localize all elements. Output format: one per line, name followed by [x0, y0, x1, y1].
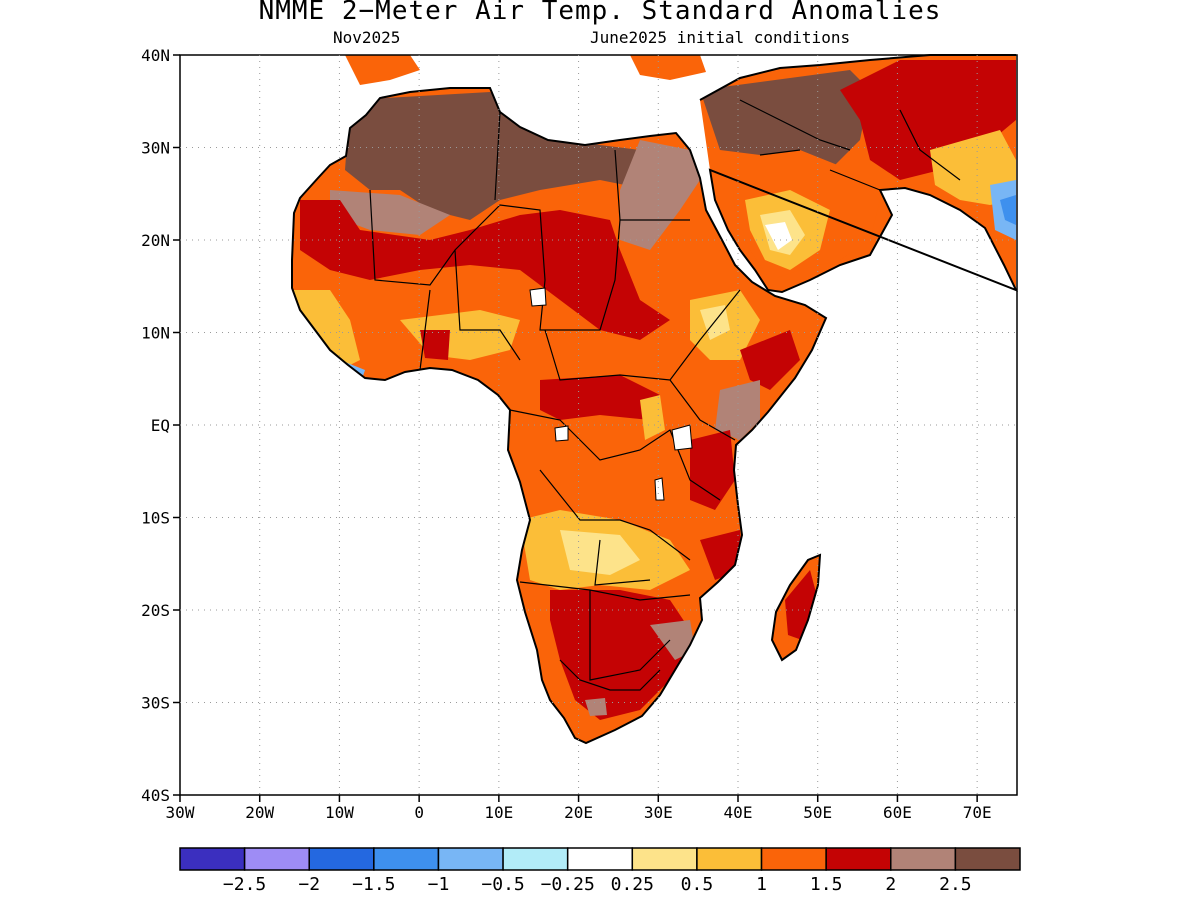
colorbar-swatch [760, 847, 827, 871]
lon-tick-label: 20E [564, 803, 593, 822]
lat-tick-label: 30N [141, 139, 170, 158]
colorbar-label: −1 [428, 874, 450, 895]
colorbar-swatch [954, 847, 1021, 871]
lat-tick-label: 20S [141, 601, 170, 620]
lon-tick-label: 40E [724, 803, 753, 822]
anomaly-field [292, 55, 1016, 743]
colorbar-label: 1 [756, 874, 767, 895]
colorbar-swatch [437, 847, 504, 871]
colorbar-swatch [825, 847, 892, 871]
colorbar-label: 2 [885, 874, 896, 895]
colorbar-swatch [890, 847, 957, 871]
colorbar-label: 0.5 [681, 874, 714, 895]
madagascar-coastline [770, 553, 822, 662]
colorbar-label: −0.25 [541, 874, 595, 895]
lat-tick-label: 40N [141, 46, 170, 65]
colorbar-swatch [373, 847, 440, 871]
lat-tick-label: 10S [141, 509, 170, 528]
africa-coastline [291, 87, 828, 745]
lat-tick-label: 40S [141, 786, 170, 805]
lat-tick-label: 30S [141, 694, 170, 713]
colorbar-swatch [631, 847, 698, 871]
colorbar-label: −2.5 [223, 874, 266, 895]
lon-tick-label: 30E [644, 803, 673, 822]
colorbar-swatch [566, 847, 634, 871]
colorbar-swatch [308, 847, 375, 871]
colorbar-swatch [179, 847, 246, 871]
initial-conditions: June2025 initial conditions [590, 28, 851, 47]
longitude-labels: 30W 20W 10W 0 10E 20E 30E 40E 50E 60E 70E [166, 795, 992, 822]
lakes [529, 287, 693, 501]
lon-tick-label: 70E [963, 803, 992, 822]
country-borders [369, 99, 961, 691]
colorbar-label: 0.25 [611, 874, 654, 895]
lat-tick-label: EQ [151, 416, 170, 435]
lat-tick-label: 10N [141, 324, 170, 343]
colorbar-label: −1.5 [352, 874, 395, 895]
lon-tick-label: 10W [325, 803, 354, 822]
lon-tick-label: 10E [484, 803, 513, 822]
forecast-month: Nov2025 [333, 28, 401, 47]
latitude-labels: 40N 30N 20N 10N EQ 10S 20S 30S 40S [141, 46, 180, 805]
colorbar-swatch [502, 847, 569, 871]
lon-tick-label: 60E [883, 803, 912, 822]
lat-tick-label: 20N [141, 231, 170, 250]
lon-tick-label: 50E [803, 803, 832, 822]
map-title: NMME 2−Meter Air Temp. Standard Anomalie… [258, 0, 942, 26]
colorbar-label: −0.5 [481, 874, 524, 895]
lon-tick-label: 0 [414, 803, 424, 822]
colorbar: −2.5 −2 −1.5 −1 −0.5 −0.25 0.25 0.5 1 1.5 2 2.5 [179, 847, 1021, 895]
colorbar-swatch [696, 847, 763, 871]
colorbar-label: 1.5 [810, 874, 843, 895]
colorbar-label: 2.5 [939, 874, 972, 895]
colorbar-swatch [243, 847, 310, 871]
lon-tick-label: 20W [245, 803, 274, 822]
lon-tick-label: 30W [166, 803, 195, 822]
colorbar-label: −2 [298, 874, 320, 895]
